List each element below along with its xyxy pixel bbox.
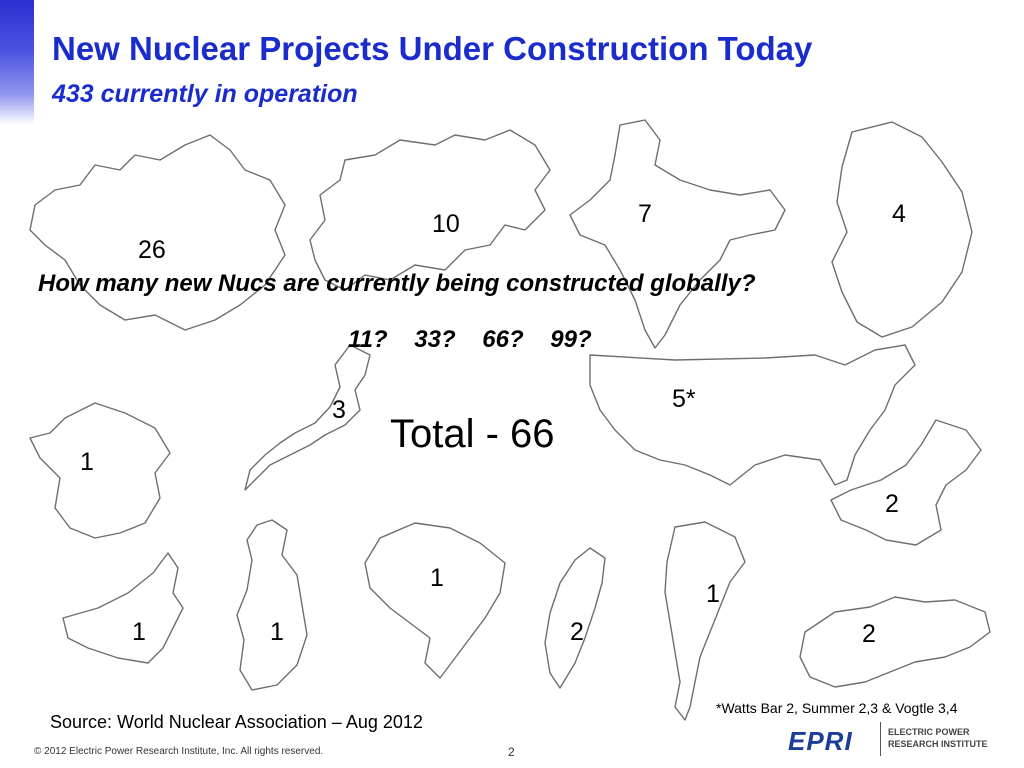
finland-count: 1 bbox=[270, 618, 284, 646]
taiwan-count: 2 bbox=[570, 618, 584, 646]
pakistan-map bbox=[826, 419, 986, 550]
finland-map bbox=[232, 519, 312, 695]
logo-text: ELECTRIC POWER RESEARCH INSTITUTE bbox=[888, 726, 998, 750]
question-text: How many new Nucs are currently being co… bbox=[38, 270, 756, 297]
logo-divider bbox=[880, 722, 881, 756]
usa-map bbox=[585, 340, 920, 490]
france-count: 1 bbox=[80, 448, 94, 476]
taiwan-map bbox=[540, 547, 610, 693]
south-korea-count: 4 bbox=[892, 200, 906, 228]
slovakia-count: 2 bbox=[862, 620, 876, 648]
usa-count: 5* bbox=[672, 385, 696, 413]
slovakia-map bbox=[795, 592, 993, 692]
answer-options: 11? 33? 66? 99? bbox=[348, 326, 592, 353]
uae-map bbox=[58, 548, 188, 666]
page-number: 2 bbox=[508, 745, 515, 759]
footnote: *Watts Bar 2, Summer 2,3 & Vogtle 3,4 bbox=[716, 700, 958, 716]
russia-map bbox=[305, 129, 551, 295]
brazil-map bbox=[360, 518, 510, 683]
japan-map bbox=[240, 344, 380, 495]
logo-line-1: ELECTRIC POWER bbox=[888, 727, 970, 737]
france-map bbox=[25, 398, 175, 548]
epri-logo: EPRI ELECTRIC POWER RESEARCH INSTITUTE bbox=[788, 722, 998, 756]
china-count: 26 bbox=[138, 236, 166, 264]
india-count: 7 bbox=[638, 200, 652, 228]
pakistan-count: 2 bbox=[885, 490, 899, 518]
slide-title: New Nuclear Projects Under Construction … bbox=[52, 30, 813, 67]
argentina-count: 1 bbox=[706, 580, 720, 608]
china-map bbox=[25, 134, 295, 335]
brazil-count: 1 bbox=[430, 564, 444, 592]
source-note: Source: World Nuclear Association – Aug … bbox=[50, 712, 423, 732]
copyright: © 2012 Electric Power Research Institute… bbox=[34, 746, 324, 757]
russia-count: 10 bbox=[432, 210, 460, 238]
south-korea-map bbox=[812, 121, 984, 342]
japan-count: 3 bbox=[332, 396, 346, 424]
argentina-map bbox=[655, 521, 750, 722]
uae-count: 1 bbox=[132, 618, 146, 646]
total-label: Total - 66 bbox=[390, 412, 555, 456]
logo-mark: EPRI bbox=[788, 726, 853, 756]
logo-line-2: RESEARCH INSTITUTE bbox=[888, 739, 988, 749]
india-map bbox=[569, 119, 790, 350]
title-accent-bar bbox=[0, 0, 34, 125]
slide-subtitle: 433 currently in operation bbox=[52, 80, 358, 108]
